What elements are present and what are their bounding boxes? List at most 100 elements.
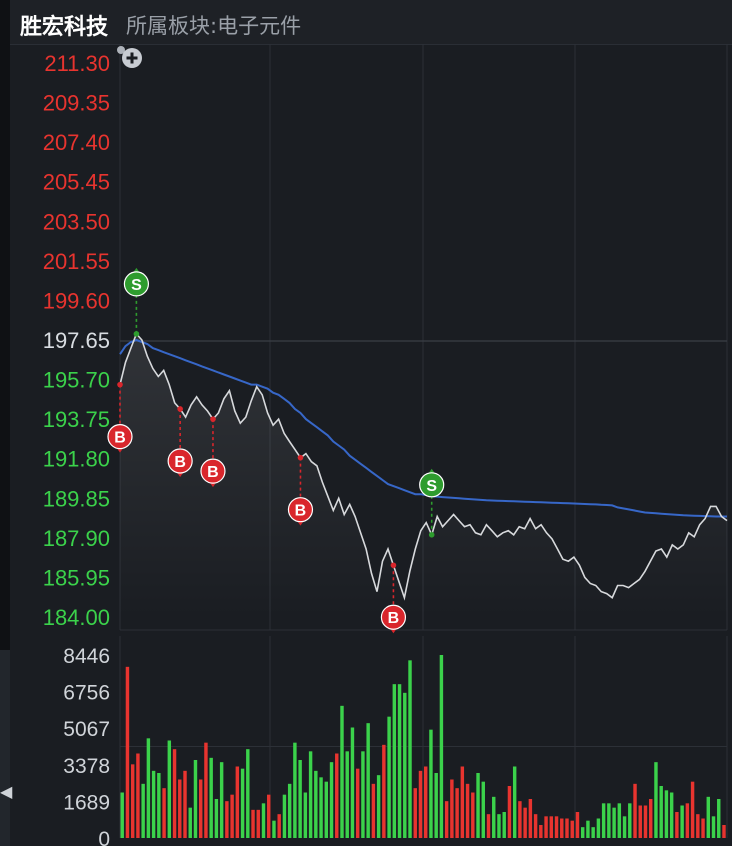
sell-marker[interactable]: S	[419, 468, 445, 538]
volume-bar	[387, 716, 391, 838]
volume-bar	[413, 788, 417, 838]
volume-bar	[125, 666, 130, 838]
volume-bar	[523, 807, 527, 838]
volume-bar	[188, 807, 192, 838]
marker-label: B	[174, 454, 186, 471]
volume-bar	[439, 655, 444, 838]
volume-bar	[246, 749, 250, 838]
trade-markers[interactable]: B S B B B B S	[107, 267, 445, 634]
marker-label: S	[131, 277, 142, 294]
marker-badge	[123, 271, 150, 297]
volume-bar	[418, 770, 423, 838]
volume-bar	[565, 818, 569, 838]
marker-badge	[287, 497, 314, 523]
marker-label: B	[295, 503, 307, 520]
volume-tick-label: 8446	[63, 645, 110, 668]
sell-marker[interactable]: S	[123, 267, 150, 337]
volume-bar	[601, 803, 606, 838]
price-tick-label: 189.85	[43, 486, 110, 511]
buy-marker[interactable]: B	[107, 381, 133, 453]
volume-bar	[382, 744, 386, 838]
volume-bar	[282, 794, 287, 838]
marker-anchor-dot	[428, 531, 435, 538]
volume-bar	[455, 788, 459, 838]
volume-bar	[471, 792, 475, 838]
volume-bar	[157, 772, 161, 838]
volume-bar	[314, 770, 318, 838]
price-tick-label: 207.40	[43, 130, 110, 155]
stock-name[interactable]: 胜宏科技	[20, 15, 109, 40]
volume-bar	[492, 796, 496, 838]
volume-bar	[706, 796, 711, 838]
volume-bar	[528, 798, 533, 838]
collapse-arrow-icon[interactable]: ◀	[0, 784, 13, 801]
volume-bar	[690, 781, 695, 838]
volume-bar	[649, 798, 653, 838]
volume-bar	[361, 751, 365, 838]
sector-label[interactable]: 所属板块:电子元件	[126, 14, 302, 38]
volume-bar	[476, 772, 480, 838]
volume-bar	[460, 766, 465, 838]
volume-bar	[141, 783, 145, 838]
volume-bar	[366, 723, 370, 838]
volume-bar	[198, 779, 203, 838]
volume-bar	[586, 820, 590, 838]
price-tick-label: 201.55	[43, 249, 110, 274]
buy-marker[interactable]: B	[287, 454, 314, 526]
volume-bar	[209, 757, 213, 838]
marker-anchor-dot	[177, 406, 183, 412]
volume-bar	[628, 803, 632, 838]
volume-tick-label: 1689	[63, 791, 110, 814]
volume-bar	[481, 781, 485, 838]
marker-label: B	[114, 430, 126, 447]
volume-bar	[591, 827, 595, 838]
price-tick-label: 197.65	[43, 328, 110, 353]
volume-bar	[518, 801, 522, 838]
volume-bar	[533, 814, 538, 838]
volume-bar	[696, 814, 700, 838]
volume-bar	[434, 772, 438, 838]
left-edge-panel	[0, 0, 10, 846]
volume-bar	[298, 759, 302, 838]
price-tick-label: 185.95	[43, 565, 110, 590]
marker-anchor-dot	[133, 331, 140, 337]
marker-anchor-dot	[117, 381, 123, 388]
volume-bar	[230, 794, 234, 838]
volume-bar	[324, 781, 329, 838]
buy-marker[interactable]: B	[167, 406, 193, 477]
marker-label: B	[207, 464, 219, 481]
volume-bar	[570, 820, 574, 838]
volume-bar	[293, 742, 297, 838]
volume-bar	[685, 803, 690, 838]
volume-axis: 8446 6756 5067 3378 1689 0	[63, 645, 110, 846]
average-price-line	[119, 338, 727, 518]
volume-bar	[450, 779, 454, 838]
volume-bar	[554, 816, 559, 838]
volume-bar	[502, 811, 506, 838]
volume-grid	[119, 636, 728, 838]
volume-bar	[617, 803, 622, 838]
volume-bar	[287, 783, 292, 838]
volume-bar	[711, 816, 716, 838]
volume-bar	[638, 805, 642, 838]
zoom-in-icon[interactable]	[117, 46, 142, 68]
volume-bar	[675, 811, 679, 838]
volume-bar	[204, 742, 208, 838]
volume-bar	[151, 770, 156, 838]
volume-bar	[544, 816, 548, 838]
chart-header: 胜宏科技 所属板块:电子元件	[10, 0, 732, 45]
volume-bar	[429, 729, 433, 838]
zoom-dot-icon	[117, 46, 125, 54]
price-tick-label: 203.50	[43, 209, 110, 234]
buy-marker[interactable]: B	[380, 562, 407, 634]
volume-bar	[261, 803, 266, 838]
buy-marker[interactable]: B	[200, 416, 226, 488]
volume-bar	[512, 766, 517, 838]
volume-bar	[219, 762, 224, 838]
volume-bar	[178, 779, 182, 838]
volume-bar	[539, 824, 543, 838]
volume-bar	[580, 827, 585, 838]
volume-bar	[424, 766, 428, 838]
volume-bar	[272, 820, 276, 838]
